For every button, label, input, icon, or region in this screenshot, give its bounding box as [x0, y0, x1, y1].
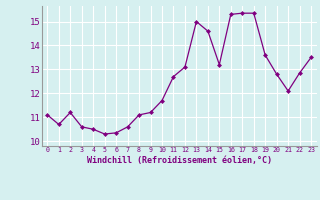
X-axis label: Windchill (Refroidissement éolien,°C): Windchill (Refroidissement éolien,°C): [87, 156, 272, 165]
